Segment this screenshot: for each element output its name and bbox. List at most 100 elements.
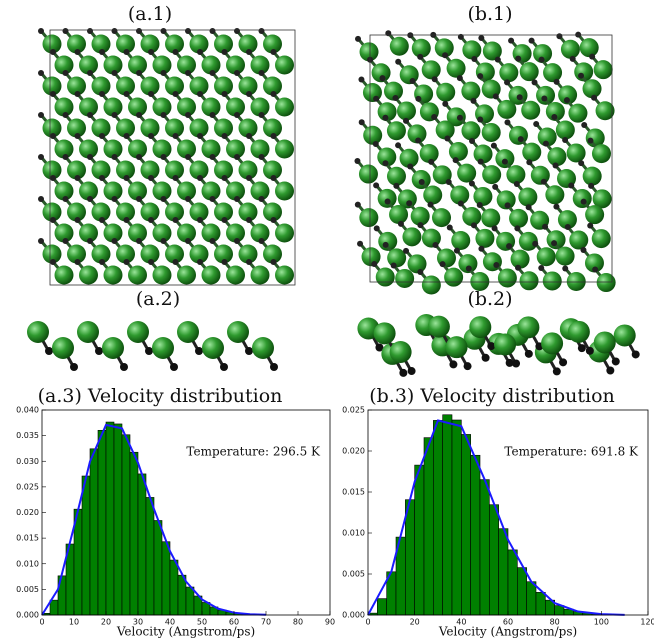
atom xyxy=(54,181,74,201)
dot-atom xyxy=(234,70,240,76)
dot-atom xyxy=(245,347,253,355)
atom xyxy=(116,160,135,180)
atom xyxy=(91,34,111,54)
atom xyxy=(592,189,612,209)
atom xyxy=(572,189,592,209)
atom xyxy=(362,83,382,103)
dot-atom xyxy=(185,238,191,244)
dot-atom xyxy=(123,217,130,223)
atom xyxy=(54,223,74,243)
dot-atom xyxy=(494,56,501,63)
y-tick-label: 0.030 xyxy=(16,457,39,466)
bar xyxy=(461,434,471,616)
atom xyxy=(411,38,431,58)
dot-atom xyxy=(234,196,240,202)
dot-atom xyxy=(270,49,277,55)
dot-atom xyxy=(631,350,640,359)
bar xyxy=(405,499,415,616)
dot-atom xyxy=(221,133,228,139)
atom xyxy=(128,181,147,201)
y-tick-label: 0.015 xyxy=(16,534,39,543)
dot-atom xyxy=(185,28,191,34)
dot-atom xyxy=(553,203,560,210)
atom xyxy=(226,265,245,285)
atom xyxy=(226,97,245,117)
dot-atom xyxy=(357,240,364,247)
atom xyxy=(140,76,160,96)
dot-atom xyxy=(538,56,545,63)
dot-atom xyxy=(384,198,391,205)
atom xyxy=(140,118,160,138)
atom xyxy=(389,36,409,56)
atom xyxy=(128,139,147,159)
dot-atom xyxy=(234,112,240,118)
atom xyxy=(201,55,221,75)
dot-atom xyxy=(553,78,560,85)
dot-atom xyxy=(209,70,216,76)
dot-atom xyxy=(209,196,216,202)
atom xyxy=(177,139,196,159)
dot-atom xyxy=(487,342,496,351)
atom xyxy=(103,223,123,243)
dot-atom xyxy=(209,112,216,118)
dot-atom xyxy=(382,114,389,121)
atom xyxy=(448,142,468,162)
atom xyxy=(386,166,406,186)
atom xyxy=(189,244,209,264)
cell-box xyxy=(369,34,613,283)
atom xyxy=(250,181,270,201)
x-tick-label: 100 xyxy=(594,618,609,627)
dot-atom xyxy=(395,142,402,149)
dot-atom xyxy=(123,133,130,139)
atom xyxy=(519,271,539,291)
atom xyxy=(152,97,172,117)
y-tick-label: 0.035 xyxy=(16,431,39,440)
atom xyxy=(177,181,196,201)
dot-atom xyxy=(399,368,408,377)
bar xyxy=(81,475,91,616)
atom xyxy=(399,65,419,85)
atom xyxy=(54,55,74,75)
dot-atom xyxy=(392,94,399,101)
dot-atom xyxy=(528,37,535,44)
dot-atom xyxy=(501,158,508,165)
dot-atom xyxy=(407,367,416,376)
atom xyxy=(67,244,86,264)
atom xyxy=(519,62,539,82)
atom xyxy=(461,81,481,101)
bar xyxy=(129,451,139,616)
dot-atom xyxy=(246,133,252,139)
dot-atom xyxy=(50,49,56,55)
atom xyxy=(250,55,270,75)
dot-atom xyxy=(453,247,460,254)
atom xyxy=(177,97,196,117)
atom xyxy=(536,247,556,267)
dot-atom xyxy=(87,196,93,202)
dot-atom xyxy=(221,217,228,223)
x-tick-label: 70 xyxy=(261,618,271,627)
atom xyxy=(201,139,221,159)
atom xyxy=(275,181,294,201)
atom xyxy=(445,336,468,359)
dot-atom xyxy=(50,91,56,97)
dot-atom xyxy=(50,133,56,139)
atom xyxy=(407,124,427,144)
atom xyxy=(434,38,454,58)
atom xyxy=(446,107,466,127)
dot-atom xyxy=(393,182,400,189)
y-tick-label: 0.010 xyxy=(342,529,365,538)
atom xyxy=(506,165,526,185)
dot-atom xyxy=(491,225,498,232)
atom xyxy=(67,118,86,138)
atom xyxy=(238,244,258,264)
dot-atom xyxy=(569,55,576,62)
dot-atom xyxy=(197,91,203,97)
dot-atom xyxy=(395,58,402,65)
dot-atom xyxy=(160,154,167,160)
atom xyxy=(226,181,245,201)
atom xyxy=(226,223,245,243)
dot-atom xyxy=(258,28,265,34)
atom xyxy=(250,139,270,159)
atom xyxy=(67,160,86,180)
dot-atom xyxy=(87,70,93,76)
